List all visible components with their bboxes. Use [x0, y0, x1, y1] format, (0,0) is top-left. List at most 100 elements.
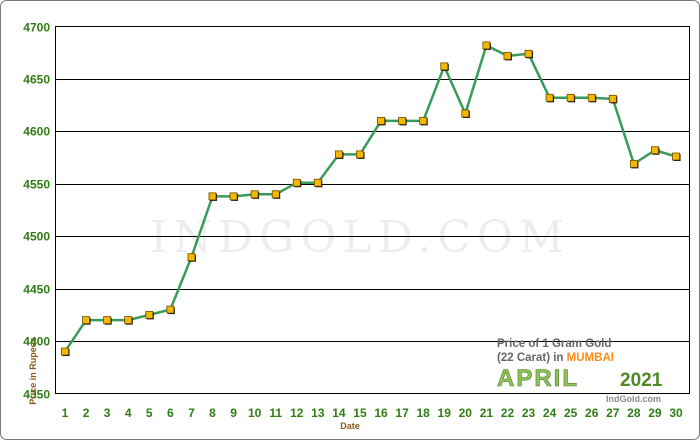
x-tick-label: 23 — [522, 406, 536, 420]
data-point — [250, 190, 260, 199]
x-tick-label: 18 — [416, 406, 430, 420]
y-tick-label: 4550 — [23, 178, 50, 192]
data-point — [440, 62, 449, 71]
data-point — [629, 159, 639, 169]
data-point-marker — [208, 192, 217, 201]
data-point-marker — [629, 159, 638, 168]
y-axis-ticks: 4350 4400 4450 4500 4550 4600 4650 4700 — [23, 21, 50, 402]
data-point — [503, 51, 512, 61]
data-point — [61, 347, 70, 357]
data-point — [82, 316, 91, 325]
x-tick-label: 22 — [501, 406, 515, 420]
x-tick-label: 24 — [543, 406, 557, 420]
data-point-marker — [292, 178, 301, 187]
data-point — [229, 192, 239, 201]
x-tick-label: 20 — [459, 406, 473, 420]
data-point-marker — [61, 347, 69, 356]
data-point — [271, 190, 281, 199]
y-tick-label: 4400 — [23, 335, 50, 349]
x-tick-label: 27 — [606, 406, 620, 420]
y-tick-label: 4700 — [23, 21, 50, 35]
x-tick-label: 26 — [585, 406, 599, 420]
x-tick-label: 6 — [167, 406, 174, 420]
data-point — [461, 109, 470, 119]
gridlines — [55, 79, 690, 342]
x-tick-label: 28 — [627, 406, 641, 420]
data-point-marker — [145, 310, 154, 319]
data-point — [608, 94, 618, 104]
data-point-marker — [82, 316, 90, 325]
x-axis-ticks: 1 2 3 4 5 6 7 8 9 10 11 12 13 14 15 16 17 18 19 20 21 22 23 24 2… — [62, 406, 683, 420]
data-point-marker — [524, 49, 533, 58]
x-tick-label: 19 — [438, 406, 452, 420]
data-point-marker — [587, 93, 596, 102]
x-tick-label: 16 — [374, 406, 388, 420]
data-point — [124, 316, 133, 325]
data-point — [103, 316, 112, 325]
x-tick-label: 14 — [332, 406, 346, 420]
data-point — [398, 116, 407, 126]
data-point — [482, 41, 491, 50]
year-label: 2021 — [620, 370, 663, 391]
data-point — [187, 253, 196, 262]
data-point — [208, 192, 217, 201]
y-tick-label: 4350 — [23, 388, 50, 402]
x-tick-label: 13 — [311, 406, 325, 420]
data-point — [292, 178, 302, 188]
x-tick-label: 7 — [188, 406, 195, 420]
data-point-marker — [566, 93, 575, 102]
y-tick-label: 4500 — [23, 230, 50, 244]
data-point-marker — [356, 150, 364, 159]
data-point-marker — [187, 253, 196, 262]
data-point — [545, 93, 555, 103]
data-point-marker — [672, 152, 680, 161]
y-tick-label: 4600 — [23, 125, 50, 139]
chart-subtitle: (22 Carat) in MUMBAI — [497, 352, 614, 364]
x-tick-label: 17 — [395, 406, 409, 420]
data-point — [524, 49, 534, 59]
plot-area — [55, 26, 690, 394]
data-point — [166, 305, 175, 315]
data-point-marker — [313, 178, 322, 187]
data-point — [419, 116, 428, 126]
watermark-text: INDGOLD.COM — [150, 212, 570, 263]
x-tick-label: 25 — [564, 406, 578, 420]
data-point — [356, 150, 365, 159]
chart-title: Price of 1 Gram Gold — [497, 338, 611, 350]
data-point-marker — [651, 146, 659, 155]
data-point-marker — [166, 305, 175, 314]
y-tick-label: 4650 — [23, 73, 50, 87]
data-point-marker — [440, 62, 449, 71]
x-tick-label: 9 — [230, 406, 237, 420]
x-tick-label: 2 — [83, 406, 90, 420]
month-label: APRIL — [497, 365, 579, 392]
data-point-marker — [545, 93, 554, 102]
data-point — [377, 116, 386, 126]
data-point-marker — [334, 150, 343, 159]
data-point-marker — [419, 116, 428, 125]
x-tick-label: 10 — [248, 406, 262, 420]
x-axis-title: Date — [340, 421, 360, 431]
data-point-marker — [271, 190, 280, 199]
data-point-marker — [377, 116, 385, 125]
data-point — [145, 310, 154, 320]
x-tick-label: 3 — [104, 406, 111, 420]
x-tick-label: 21 — [480, 406, 494, 420]
x-tick-label: 15 — [353, 406, 367, 420]
chart-legend: Price of 1 Gram Gold (22 Carat) in MUMBA… — [497, 338, 663, 404]
x-tick-label: 29 — [648, 406, 662, 420]
data-point-marker — [103, 316, 112, 325]
city-name: MUMBAI — [567, 352, 614, 364]
credit-text: IndGold.com — [606, 394, 661, 404]
data-point — [334, 150, 344, 159]
x-tick-label: 12 — [290, 406, 304, 420]
data-point-marker — [229, 192, 238, 201]
x-tick-label: 4 — [125, 406, 132, 420]
data-point-marker — [608, 94, 617, 103]
x-tick-label: 1 — [62, 406, 69, 420]
data-point — [651, 146, 660, 155]
data-point-marker — [482, 41, 491, 50]
series-price — [61, 41, 681, 357]
